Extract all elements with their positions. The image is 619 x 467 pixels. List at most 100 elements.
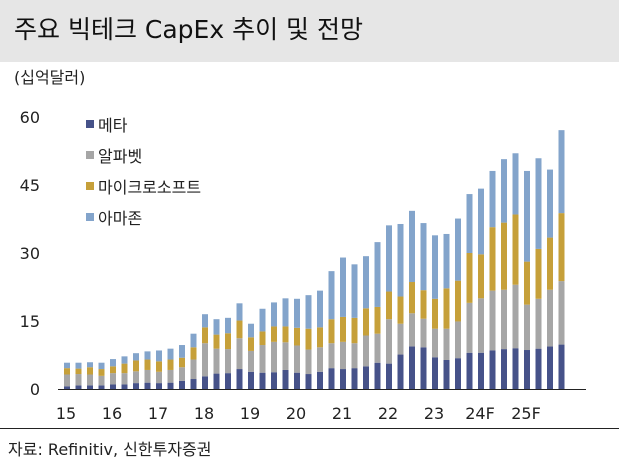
- bar-segment: [340, 341, 346, 370]
- x-tick-label: 16: [102, 404, 122, 423]
- bar-segment: [179, 380, 185, 389]
- legend-label: 메타: [98, 116, 128, 135]
- source-note: 자료: Refinitiv, 신한투자증권: [8, 440, 212, 459]
- bar-segment: [386, 291, 392, 320]
- bar-segment: [340, 257, 346, 317]
- bar-segment: [236, 338, 243, 370]
- bar-segment: [432, 328, 438, 358]
- x-tick-label: 21: [332, 404, 352, 423]
- bar-segment: [317, 327, 323, 348]
- bar-segment: [328, 319, 335, 344]
- bar-segment: [328, 271, 335, 320]
- bar-segment: [409, 282, 415, 314]
- bar-segment: [374, 362, 381, 389]
- bar-segment: [271, 341, 277, 373]
- bar-segment: [305, 295, 312, 329]
- bar-segment: [110, 366, 116, 374]
- bar-segment: [87, 385, 93, 389]
- bar-segment: [558, 281, 565, 345]
- bar-segment: [547, 169, 553, 238]
- bar-segment: [524, 304, 530, 351]
- bar-segment: [98, 369, 105, 376]
- bar-segment: [397, 223, 404, 297]
- bar-segment: [225, 333, 231, 350]
- bar-segment: [420, 318, 427, 348]
- bar-segment: [317, 371, 323, 389]
- bar-segment: [558, 213, 565, 282]
- bar-segment: [248, 371, 254, 389]
- bar-segment: [259, 308, 266, 332]
- bar-segment: [535, 158, 542, 249]
- bar-segment: [432, 298, 438, 329]
- bar-segment: [259, 372, 266, 389]
- bar-segment: [259, 345, 266, 373]
- bar-segment: [121, 356, 128, 364]
- bar-segment: [75, 374, 82, 386]
- bar-segment: [64, 386, 70, 389]
- bar-segment: [420, 347, 427, 389]
- bar-segment: [455, 321, 461, 359]
- bar-segment: [190, 359, 197, 380]
- legend-swatch: [86, 120, 94, 128]
- bar-segment: [489, 170, 496, 228]
- bar-segment: [87, 374, 93, 386]
- bar-segment: [409, 346, 415, 389]
- bar-segment: [64, 362, 70, 369]
- bar-segment: [489, 290, 496, 351]
- bar-segment: [64, 368, 70, 375]
- legend-swatch: [86, 182, 94, 190]
- bar-segment: [535, 348, 542, 389]
- bar-segment: [271, 326, 277, 342]
- bar-segment: [98, 375, 105, 386]
- bar-segment: [282, 298, 289, 327]
- bar-segment: [282, 369, 289, 389]
- bar-segment: [501, 159, 507, 223]
- bar-segment: [524, 261, 530, 305]
- bar-segment: [213, 334, 220, 349]
- bar-segment: [386, 225, 392, 292]
- bar-segment: [98, 362, 105, 370]
- x-tick-label: 17: [148, 404, 168, 423]
- unit-label: (십억달러): [14, 68, 86, 87]
- bar-segment: [443, 328, 450, 360]
- bar-segment: [443, 288, 450, 329]
- bar-segment: [547, 237, 553, 290]
- bar-segment: [432, 357, 438, 389]
- bar-segment: [294, 345, 300, 373]
- bar-segment: [512, 348, 519, 389]
- bar-segment: [351, 343, 358, 369]
- legend-swatch: [86, 213, 94, 221]
- bar-segment: [455, 280, 461, 322]
- bar-segment: [409, 210, 415, 283]
- bar-segment: [156, 383, 162, 389]
- bar-segment: [144, 359, 151, 370]
- bar-segment: [75, 368, 82, 375]
- bar-segment: [397, 323, 404, 355]
- bar-segment: [225, 317, 231, 334]
- legend-label: 마이크로소프트: [98, 178, 201, 197]
- bar-segment: [305, 374, 312, 389]
- bar-segment: [190, 347, 197, 360]
- bar-segment: [432, 235, 438, 299]
- bar-segment: [478, 254, 484, 299]
- bar-segment: [167, 382, 174, 389]
- bar-segment: [271, 302, 277, 327]
- y-tick-label: 30: [20, 244, 40, 263]
- bar-segment: [420, 290, 427, 319]
- bar-segment: [317, 347, 323, 372]
- bar-segment: [87, 362, 93, 368]
- bar-segment: [179, 367, 185, 381]
- bar-segment: [547, 289, 553, 347]
- y-tick-label: 45: [20, 176, 40, 195]
- bar-segment: [558, 130, 565, 214]
- bar-segment: [397, 354, 404, 389]
- bar-segment: [374, 242, 381, 307]
- bar-segment: [156, 371, 162, 384]
- bar-segment: [133, 383, 139, 389]
- bar-segment: [179, 357, 185, 368]
- x-tick-label: 19: [240, 404, 260, 423]
- bar-segment: [535, 248, 542, 299]
- bar-segment: [489, 227, 496, 291]
- bar-segment: [110, 359, 116, 367]
